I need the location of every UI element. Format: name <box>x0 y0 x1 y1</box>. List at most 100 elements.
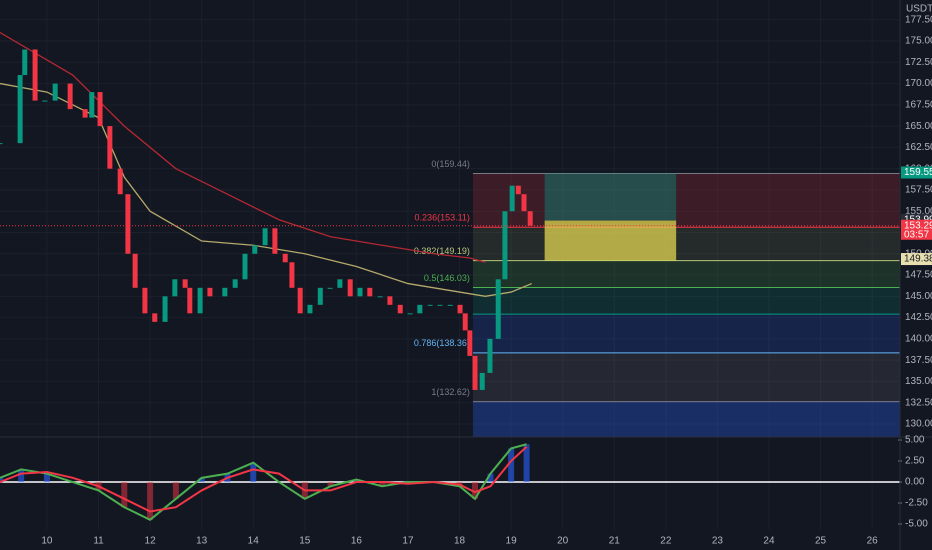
candle <box>207 287 213 297</box>
price-tag <box>901 253 932 266</box>
x-tick-label: 15 <box>299 536 311 547</box>
x-tick-label: 26 <box>867 536 879 547</box>
x-tick-label: 21 <box>609 536 621 547</box>
osc-tick-label: -2.50 <box>905 498 928 509</box>
candle <box>327 287 333 289</box>
fib-zone <box>472 314 900 353</box>
candle <box>487 338 493 373</box>
y-tick-label: 167.50 <box>905 99 932 110</box>
x-tick-label: 25 <box>815 536 827 547</box>
candle <box>17 75 23 144</box>
unit-label: USDT <box>906 4 932 15</box>
candle <box>262 228 268 246</box>
candle <box>187 287 193 314</box>
candle <box>387 296 393 305</box>
osc-tick-label: 2.50 <box>905 456 925 467</box>
y-tick-label: 130.00 <box>905 419 932 430</box>
y-tick-label: 142.50 <box>905 312 932 323</box>
osc-tick-label: 5.00 <box>905 435 925 446</box>
osc-histogram <box>172 482 179 499</box>
candle <box>242 253 248 280</box>
candle <box>317 287 323 305</box>
fib-zone <box>472 227 900 261</box>
candle <box>407 313 413 315</box>
price-tag <box>901 219 932 240</box>
candle <box>472 355 478 390</box>
candle <box>22 49 28 76</box>
candle <box>89 92 95 118</box>
candle <box>152 313 158 322</box>
y-tick-label: 155.00 <box>905 206 932 217</box>
candle <box>377 296 383 298</box>
candle <box>307 304 313 314</box>
candle <box>252 245 258 254</box>
y-tick-label: 140.00 <box>905 334 932 345</box>
candle <box>357 287 363 297</box>
y-tick-label: 157.50 <box>905 185 932 196</box>
y-tick-label: 132.50 <box>905 397 932 408</box>
fib-zone <box>472 173 900 228</box>
candle <box>527 211 533 226</box>
fib-zone <box>472 352 900 402</box>
candle <box>282 253 288 263</box>
price-tag-label: 153.29 <box>904 220 932 231</box>
candle <box>182 279 188 288</box>
x-tick-label: 16 <box>351 536 363 547</box>
candle <box>0 143 3 145</box>
x-tick-label: 20 <box>557 536 569 547</box>
candle <box>479 372 485 390</box>
candle <box>337 279 343 288</box>
y-tick-label: 135.00 <box>905 376 932 387</box>
y-tick-label: 165.00 <box>905 121 932 132</box>
candle <box>509 185 515 212</box>
candle <box>222 287 228 297</box>
price-tag <box>901 166 932 179</box>
osc-tick-label: -5.00 <box>905 519 928 530</box>
y-tick-label: 175.00 <box>905 36 932 47</box>
x-tick-label: 23 <box>712 536 724 547</box>
candle <box>367 287 373 297</box>
fib-label: 0.786(138.36) <box>414 338 470 348</box>
candle <box>297 287 303 314</box>
x-tick-label: 22 <box>660 536 672 547</box>
osc-histogram <box>508 448 515 483</box>
fib-label: 0.382(149.19) <box>414 246 470 256</box>
candle <box>117 168 123 195</box>
candle <box>521 194 527 212</box>
candle <box>42 100 48 102</box>
price-tag-label: 149.38 <box>904 254 932 265</box>
y-tick-label: 162.50 <box>905 142 932 153</box>
candle <box>125 194 131 254</box>
moving-average <box>0 82 532 297</box>
osc-histogram <box>487 473 494 483</box>
fib-label: 0(159.44) <box>431 159 470 169</box>
y-tick-label: 177.50 <box>905 14 932 25</box>
osc-histogram <box>198 477 205 483</box>
fib-label: 0.236(153.11) <box>415 213 470 223</box>
fib-label: 1(132.62) <box>431 387 470 397</box>
x-tick-label: 14 <box>248 536 260 547</box>
position-target <box>544 173 677 221</box>
osc-histogram <box>250 462 257 483</box>
position-stop <box>544 220 677 261</box>
candle <box>417 304 423 314</box>
fib-zone <box>472 260 900 288</box>
candle <box>232 279 238 288</box>
osc-histogram <box>0 477 3 483</box>
osc-histogram <box>353 479 360 483</box>
candle <box>32 49 38 101</box>
osc-histogram <box>523 444 530 483</box>
osc-histogram <box>121 482 128 508</box>
candle <box>162 296 168 322</box>
candle <box>495 279 501 339</box>
x-tick-label: 10 <box>41 536 53 547</box>
osc-histogram <box>379 482 386 487</box>
candle <box>97 92 103 127</box>
x-tick-label: 13 <box>196 536 208 547</box>
fib-zone <box>472 287 900 315</box>
candle <box>52 83 58 101</box>
x-tick-label: 24 <box>763 536 775 547</box>
osc-signal <box>0 446 528 513</box>
price-tag-countdown: 03:57 <box>904 229 929 240</box>
